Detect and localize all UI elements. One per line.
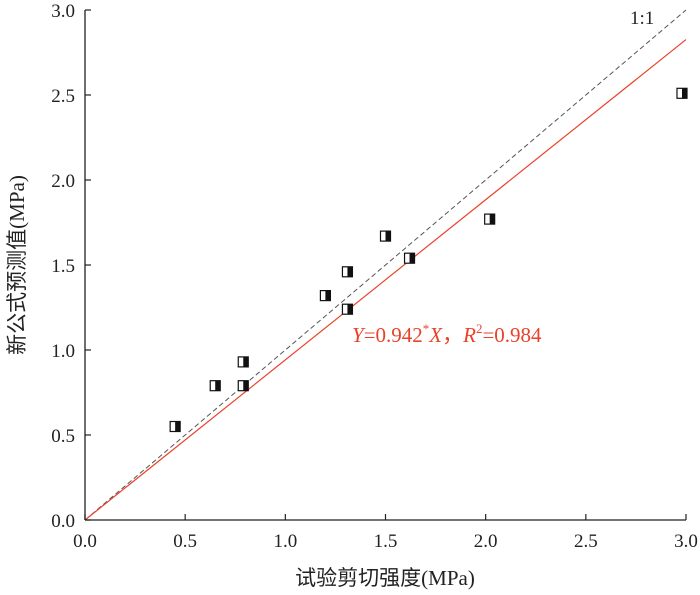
data-point-outline: [341, 303, 354, 315]
data-point: [403, 252, 416, 264]
data-point-right-half: [215, 380, 221, 391]
x-tick-label: 0.5: [173, 531, 197, 552]
data-point-outline: [169, 420, 181, 433]
plot-area: [84, 9, 688, 521]
x-tick-label: 3.0: [674, 531, 698, 552]
data-point-left-half: [342, 304, 348, 315]
data-point: [237, 380, 249, 392]
data-point-right-half: [347, 266, 353, 277]
data-point: [484, 213, 496, 225]
data-point-right-half: [385, 231, 391, 242]
annotation-sep: ，: [442, 323, 463, 347]
annotation-r-var: R: [462, 323, 476, 347]
data-point-outline: [209, 380, 221, 392]
data-point-right-half: [409, 253, 415, 264]
data-point-right-half: [175, 421, 181, 432]
data-point-outline: [341, 266, 354, 278]
y-tick-label: 3.0: [51, 1, 75, 22]
data-point-left-half: [210, 380, 216, 391]
y-axis-title: 新公式预测值(MPa): [5, 175, 29, 355]
data-point-outline: [237, 356, 249, 368]
data-point-right-half: [489, 214, 495, 225]
y-tick-label: 1.0: [51, 341, 75, 362]
data-point-right-half: [325, 290, 331, 301]
x-axis-title: 试验剪切强度(MPa): [295, 566, 475, 590]
fit-line: [84, 39, 687, 521]
data-point-left-half: [238, 356, 244, 367]
data-point-right-half: [243, 356, 249, 367]
data-point-left-half: [238, 380, 244, 391]
x-tick-label: 0.0: [73, 531, 97, 552]
reference-line-label: 1:1: [630, 8, 654, 29]
y-tick-label: 2.5: [51, 86, 75, 107]
data-point-left-half: [484, 214, 490, 225]
data-point: [209, 380, 221, 392]
data-point-outline: [403, 252, 416, 264]
reference-line: [84, 9, 687, 521]
data-point-outline: [379, 230, 392, 242]
data-point-right-half: [243, 380, 249, 391]
data-point-left-half: [404, 253, 410, 264]
data-point-left-half: [342, 266, 348, 277]
x-tick-label: 2.0: [474, 531, 498, 552]
annotation-y-var: Y: [352, 323, 366, 347]
x-tick-label: 2.5: [574, 531, 598, 552]
data-point-left-half: [380, 231, 386, 242]
data-point: [676, 87, 688, 99]
data-point-right-half: [681, 88, 687, 99]
data-point: [319, 290, 331, 302]
data-point-outline: [237, 380, 249, 392]
annotation-r-sup: 2: [476, 321, 483, 336]
y-tick-label: 2.0: [51, 171, 75, 192]
data-point-left-half: [676, 88, 682, 99]
data-point-outline: [319, 290, 331, 302]
data-point: [341, 266, 354, 278]
data-point: [341, 303, 354, 315]
data-point-left-half: [320, 290, 326, 301]
y-tick-label: 1.5: [51, 256, 75, 277]
annotation-sup: *: [423, 321, 430, 336]
y-ticks: 0.0 0.5 1.0 1.5 2.0 2.5 3.0: [51, 1, 91, 532]
y-tick-label: 0.0: [51, 511, 75, 532]
y-tick-label: 0.5: [51, 426, 75, 447]
data-point-outline: [484, 213, 496, 225]
data-point: [379, 230, 392, 242]
x-tick-label: 1.0: [273, 531, 297, 552]
annotation-r-val: =0.984: [482, 323, 542, 347]
data-point-outline: [676, 87, 688, 99]
data-point-left-half: [170, 421, 176, 432]
annotation-x-var: X: [428, 323, 443, 347]
data-point-right-half: [347, 304, 353, 315]
x-tick-label: 1.5: [374, 531, 398, 552]
fit-equation-annotation: Y=0.942*X，R2=0.984: [352, 321, 542, 347]
data-point: [169, 420, 181, 433]
annotation-eq: =0.942: [364, 323, 423, 347]
data-point: [237, 356, 249, 368]
x-ticks: 0.0 0.5 1.0 1.5 2.0 2.5 3.0: [73, 514, 698, 552]
